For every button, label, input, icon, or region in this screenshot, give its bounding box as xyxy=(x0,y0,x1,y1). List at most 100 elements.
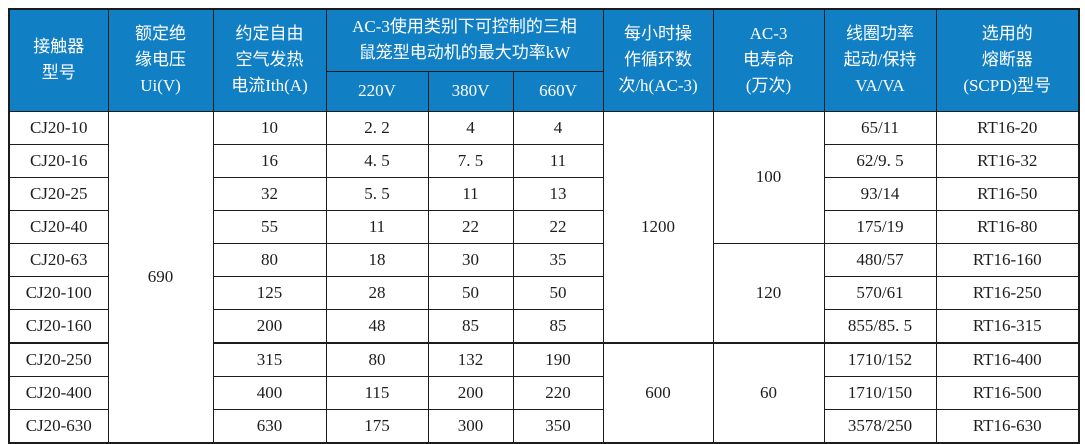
cell-ith: 315 xyxy=(212,341,327,377)
cell-p380: 7. 5 xyxy=(427,143,514,178)
header-row-1: 接触器 型号 额定绝 缘电压 Ui(V) 约定自由 空气发热 电流Ith(A) … xyxy=(8,8,1080,112)
cell-p660: 85 xyxy=(512,308,604,343)
header-cycles-per-hour: 每小时操 作循环数 次/h(AC-3) xyxy=(602,8,714,112)
cell-p660: 50 xyxy=(512,275,604,310)
header-660v: 660V xyxy=(512,70,604,112)
header-contactor-model: 接触器 型号 xyxy=(8,8,109,112)
cell-life-merged: 60 xyxy=(712,341,825,443)
cell-ith: 32 xyxy=(212,176,327,211)
cell-life-merged: 100 xyxy=(712,110,825,244)
table-row: CJ20-100 125 28 50 50 570/61 RT16-250 xyxy=(8,275,1080,310)
header-row-2: 220V 380V 660V xyxy=(9,70,1079,112)
cell-model: CJ20-250 xyxy=(8,341,109,377)
cell-p380: 4 xyxy=(427,110,514,145)
cell-cycles-merged: 1200 xyxy=(602,110,714,343)
cell-p660: 350 xyxy=(512,408,604,443)
cell-model: CJ20-400 xyxy=(8,375,109,410)
cell-p220: 175 xyxy=(325,408,429,443)
cell-p380: 132 xyxy=(427,341,514,377)
cell-model: CJ20-160 xyxy=(8,308,109,343)
cell-ith: 10 xyxy=(212,110,327,145)
cell-p380: 22 xyxy=(427,209,514,244)
table-row: CJ20-63 80 18 30 35 120 480/57 RT16-160 xyxy=(8,242,1080,343)
cell-fuse: RT16-500 xyxy=(935,375,1080,410)
cell-coil: 570/61 xyxy=(823,275,937,310)
cell-coil: 62/9. 5 xyxy=(823,143,937,178)
cell-p220: 115 xyxy=(325,375,429,410)
cell-model: CJ20-25 xyxy=(8,176,109,211)
cell-p380: 85 xyxy=(427,308,514,343)
cell-coil: 93/14 xyxy=(823,176,937,211)
cell-p660: 13 xyxy=(512,176,604,211)
cell-ith: 80 xyxy=(212,242,327,277)
cell-model: CJ20-630 xyxy=(8,408,109,443)
cell-fuse: RT16-400 xyxy=(935,341,1080,377)
table-row: CJ20-10 690 10 2. 2 4 4 1200 100 65/11 R… xyxy=(8,110,1080,443)
cell-fuse: RT16-250 xyxy=(935,275,1080,310)
cell-coil: 480/57 xyxy=(823,242,937,277)
cell-model: CJ20-16 xyxy=(8,143,109,178)
cell-coil: 1710/150 xyxy=(823,375,937,410)
cell-model: CJ20-40 xyxy=(8,209,109,244)
cell-ith: 400 xyxy=(212,375,327,410)
cell-ith: 125 xyxy=(212,275,327,310)
table-body: CJ20-10 690 10 2. 2 4 4 1200 100 65/11 R… xyxy=(8,110,1080,443)
cell-p660: 22 xyxy=(512,209,604,244)
cell-fuse: RT16-80 xyxy=(935,209,1080,244)
header-ac3-power-group: AC-3使用类别下可控制的三相 鼠笼型电动机的最大功率kW xyxy=(325,8,604,72)
contactor-spec-table: 接触器 型号 额定绝 缘电压 Ui(V) 约定自由 空气发热 电流Ith(A) … xyxy=(8,8,1080,444)
cell-fuse: RT16-50 xyxy=(935,176,1080,211)
cell-p380: 300 xyxy=(427,408,514,443)
cell-fuse: RT16-20 xyxy=(935,110,1080,145)
header-insulation-voltage: 额定绝 缘电压 Ui(V) xyxy=(107,8,214,112)
cell-model: CJ20-10 xyxy=(8,110,109,145)
cell-p220: 2. 2 xyxy=(325,110,429,145)
header-thermal-current: 约定自由 空气发热 电流Ith(A) xyxy=(212,8,327,112)
cell-coil: 1710/152 xyxy=(823,341,937,377)
table-row: CJ20-25 32 5. 5 11 13 93/14 RT16-50 xyxy=(8,176,1080,211)
cell-p220: 11 xyxy=(325,209,429,244)
cell-p220: 80 xyxy=(325,341,429,377)
table-header: 接触器 型号 额定绝 缘电压 Ui(V) 约定自由 空气发热 电流Ith(A) … xyxy=(8,8,1080,112)
cell-coil: 175/19 xyxy=(823,209,937,244)
cell-model: CJ20-63 xyxy=(8,242,109,277)
header-220v: 220V xyxy=(325,70,429,112)
cell-p220: 4. 5 xyxy=(325,143,429,178)
cell-p660: 11 xyxy=(512,143,604,178)
cell-fuse: RT16-32 xyxy=(935,143,1080,178)
cell-ith: 630 xyxy=(212,408,327,443)
cell-p220: 18 xyxy=(325,242,429,277)
cell-fuse: RT16-315 xyxy=(935,308,1080,343)
cell-life-merged: 120 xyxy=(712,242,825,343)
cell-p660: 35 xyxy=(512,242,604,277)
cell-fuse: RT16-630 xyxy=(935,408,1080,443)
cell-p660: 220 xyxy=(512,375,604,410)
cell-p380: 50 xyxy=(427,275,514,310)
header-coil-power: 线圈功率 起动/保持 VA/VA xyxy=(823,8,937,112)
table-row: CJ20-16 16 4. 5 7. 5 11 62/9. 5 RT16-32 xyxy=(8,143,1080,178)
header-fuse: 选用的 熔断器 (SCPD)型号 xyxy=(935,8,1080,112)
header-ac3-life: AC-3 电寿命 (万次) xyxy=(712,8,825,112)
cell-model: CJ20-100 xyxy=(8,275,109,310)
cell-coil: 855/85. 5 xyxy=(823,308,937,343)
cell-p380: 30 xyxy=(427,242,514,277)
cell-ith: 200 xyxy=(212,308,327,343)
table-row: CJ20-400 400 115 200 220 1710/150 RT16-5… xyxy=(8,375,1080,410)
table-row: CJ20-630 630 175 300 350 3578/250 RT16-6… xyxy=(8,408,1080,443)
cell-p380: 200 xyxy=(427,375,514,410)
cell-p220: 48 xyxy=(325,308,429,343)
header-380v: 380V xyxy=(427,70,514,112)
cell-insulation-voltage-merged: 690 xyxy=(107,110,214,443)
cell-p660: 190 xyxy=(512,341,604,377)
cell-ith: 16 xyxy=(212,143,327,178)
cell-coil: 3578/250 xyxy=(823,408,937,443)
cell-p220: 28 xyxy=(325,275,429,310)
cell-p220: 5. 5 xyxy=(325,176,429,211)
table-row: CJ20-250 315 80 132 190 600 60 1710/152 … xyxy=(8,341,1080,443)
cell-cycles-merged: 600 xyxy=(602,341,714,443)
cell-p380: 11 xyxy=(427,176,514,211)
cell-fuse: RT16-160 xyxy=(935,242,1080,277)
cell-coil: 65/11 xyxy=(823,110,937,145)
cell-p660: 4 xyxy=(512,110,604,145)
